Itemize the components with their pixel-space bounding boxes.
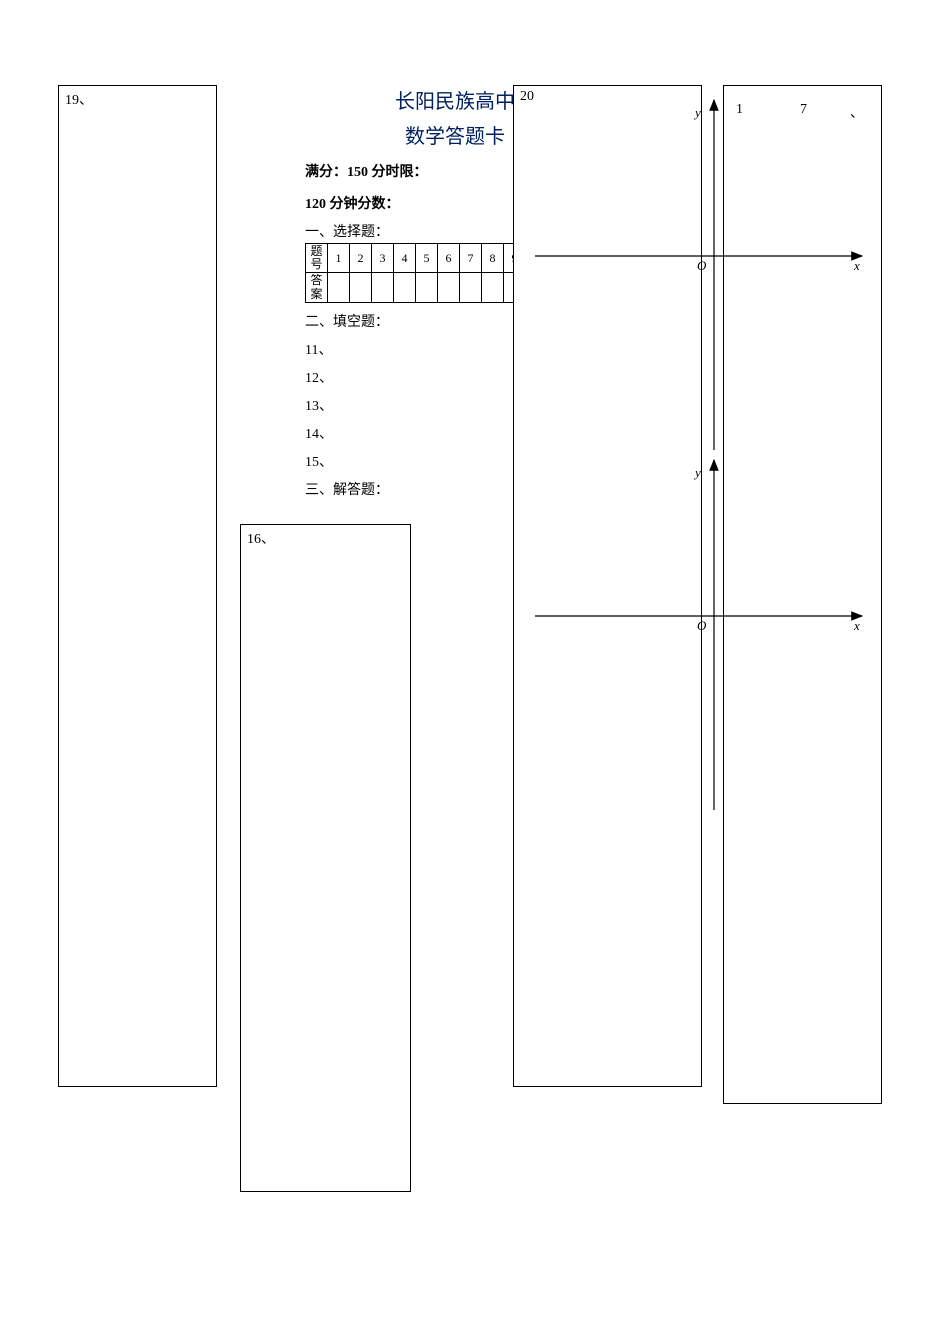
answer-cell[interactable] xyxy=(416,273,438,302)
graph2-y-label: y xyxy=(695,465,701,481)
answer-box-16: 16、 xyxy=(240,524,411,1192)
col-5: 5 xyxy=(416,244,438,273)
q17-num-7: 7 xyxy=(800,102,807,118)
row-header-1: 题号 xyxy=(306,244,328,273)
q17-comma: 、 xyxy=(850,102,864,122)
graph1-origin-label: O xyxy=(697,258,706,274)
multiple-choice-table: 题号 1 2 3 4 5 6 7 8 9 10 答案 xyxy=(305,243,548,303)
col-6: 6 xyxy=(438,244,460,273)
answer-cell[interactable] xyxy=(482,273,504,302)
graph2-x-label: x xyxy=(854,618,860,634)
col-7: 7 xyxy=(460,244,482,273)
col-8: 8 xyxy=(482,244,504,273)
col-3: 3 xyxy=(372,244,394,273)
answer-cell[interactable] xyxy=(372,273,394,302)
table-row: 答案 xyxy=(306,273,548,302)
answer-cell[interactable] xyxy=(394,273,416,302)
graph2-origin-label: O xyxy=(697,618,706,634)
answer-cell[interactable] xyxy=(460,273,482,302)
graph1-y-label: y xyxy=(695,105,701,121)
answer-cell[interactable] xyxy=(350,273,372,302)
answer-cell[interactable] xyxy=(328,273,350,302)
box-19-label: 19、 xyxy=(65,89,93,109)
answer-box-20: 20 xyxy=(513,85,702,1087)
box-20-label: 20 xyxy=(520,89,534,105)
graph1-x-label: x xyxy=(854,258,860,274)
q17-num-1: 1 xyxy=(736,102,743,118)
col-2: 2 xyxy=(350,244,372,273)
table-row: 题号 1 2 3 4 5 6 7 8 9 10 xyxy=(306,244,548,273)
col-4: 4 xyxy=(394,244,416,273)
answer-box-17: 1 7 、 xyxy=(723,85,882,1104)
row-header-2: 答案 xyxy=(306,273,328,302)
col-1: 1 xyxy=(328,244,350,273)
box-16-label: 16、 xyxy=(247,528,275,548)
answer-cell[interactable] xyxy=(438,273,460,302)
answer-box-19: 19、 xyxy=(58,85,217,1087)
